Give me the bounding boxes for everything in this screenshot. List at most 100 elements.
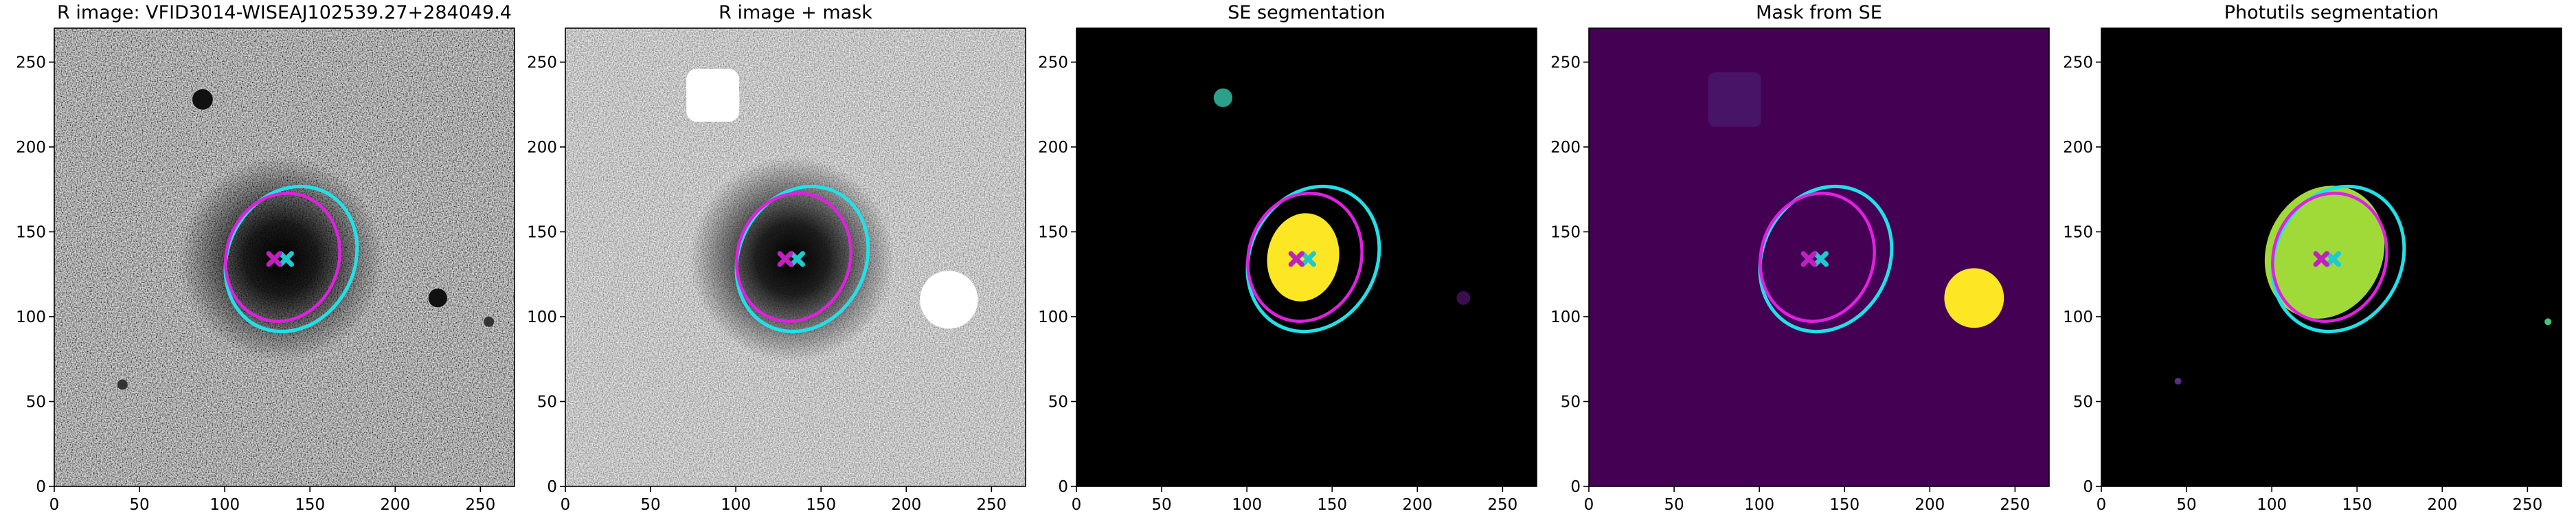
ellipse-fit xyxy=(1759,192,1876,323)
panel: Mask from SE 0 50 100 150 200 250 0 50 100 150 200 2… xyxy=(1550,2,2050,514)
ellipse-fit xyxy=(1758,184,1894,334)
y-tick-label: 200 xyxy=(527,139,557,157)
y-tick-label: 0 xyxy=(547,478,557,496)
y-tick-label: 200 xyxy=(1038,139,1068,157)
x-tick-label: 50 xyxy=(640,496,660,514)
segment xyxy=(1267,213,1340,302)
y-tick-label: 250 xyxy=(16,54,46,71)
y-tick-label: 100 xyxy=(527,308,557,326)
center-marker xyxy=(266,251,282,267)
x-tick-label: 150 xyxy=(806,496,836,514)
x-tick-label: 0 xyxy=(2097,496,2107,514)
x-tick-label: 200 xyxy=(1914,496,1945,514)
x-tick-label: 150 xyxy=(2342,496,2372,514)
y-tick-label: 200 xyxy=(2063,139,2093,157)
y-tick-label: 250 xyxy=(527,54,557,71)
x-tick-label: 250 xyxy=(465,496,495,514)
axes-frame xyxy=(565,27,1026,487)
y-tick-label: 150 xyxy=(1038,223,1068,241)
x-tick-label: 100 xyxy=(721,496,751,514)
mask-region xyxy=(920,271,978,329)
center-marker xyxy=(1800,251,1817,267)
mask-region xyxy=(1944,268,2004,328)
axes-frame xyxy=(1076,27,1537,487)
ellipse-fit xyxy=(223,184,359,334)
center-marker xyxy=(1300,251,1316,267)
y-tick-label: 200 xyxy=(1550,139,1581,157)
x-tick-label: 200 xyxy=(891,496,921,514)
x-tick-label: 100 xyxy=(1744,496,1774,514)
ellipse-fit xyxy=(2270,184,2406,334)
panel-title: Photutils segmentation xyxy=(2224,2,2439,23)
y-tick-label: 100 xyxy=(1550,308,1581,326)
axes-frame xyxy=(54,27,515,487)
x-tick-label: 0 xyxy=(1072,496,1082,514)
x-tick-label: 200 xyxy=(380,496,410,514)
x-tick-label: 100 xyxy=(1232,496,1262,514)
panel-title: SE segmentation xyxy=(1228,2,1385,23)
ellipse-fit xyxy=(1246,192,1364,323)
center-marker xyxy=(2325,251,2341,267)
x-tick-label: 0 xyxy=(561,496,571,514)
center-marker xyxy=(777,251,793,267)
image xyxy=(1589,28,2049,486)
x-tick-label: 100 xyxy=(210,496,240,514)
image xyxy=(2101,28,2562,486)
mask-region xyxy=(686,69,740,122)
center-marker xyxy=(1288,251,1304,267)
center-marker xyxy=(1812,251,1829,267)
ellipse-fit xyxy=(2271,192,2388,323)
x-tick-label: 50 xyxy=(1664,496,1684,514)
image xyxy=(1076,28,1537,486)
y-tick-label: 250 xyxy=(1038,54,1068,71)
panel: R image + mask 0 50 100 150 200 250 0 50 100 150 20… xyxy=(527,2,1026,514)
mask-region xyxy=(1708,72,1761,127)
x-tick-label: 50 xyxy=(1151,496,1171,514)
x-tick-label: 150 xyxy=(1317,496,1347,514)
y-tick-label: 250 xyxy=(1550,54,1581,71)
y-tick-label: 0 xyxy=(1058,478,1068,496)
star xyxy=(428,289,447,308)
y-tick-label: 100 xyxy=(1038,308,1068,326)
y-tick-label: 150 xyxy=(16,223,46,241)
ellipse-fit xyxy=(734,184,870,334)
panel-title: R image: VFID3014-WISEAJ102539.27+284049… xyxy=(57,2,512,23)
x-tick-label: 150 xyxy=(295,496,325,514)
y-tick-label: 50 xyxy=(1561,393,1581,411)
panel: SE segmentation 0 50 100 150 200 250 0 50 100 150 2… xyxy=(1038,2,1537,514)
ellipse-fit xyxy=(1245,184,1381,334)
y-tick-label: 50 xyxy=(2073,393,2093,411)
x-tick-label: 250 xyxy=(976,496,1006,514)
center-marker xyxy=(278,251,294,267)
x-tick-label: 50 xyxy=(2176,496,2196,514)
star xyxy=(192,89,213,110)
image xyxy=(54,28,515,486)
y-tick-label: 50 xyxy=(537,393,557,411)
star xyxy=(484,316,495,327)
y-tick-label: 0 xyxy=(2083,478,2093,496)
y-tick-label: 200 xyxy=(16,139,46,157)
panel: R image: VFID3014-WISEAJ102539.27+284049… xyxy=(16,2,515,514)
x-tick-label: 50 xyxy=(129,496,149,514)
center-marker xyxy=(2313,251,2329,267)
segment xyxy=(1456,291,1471,305)
y-tick-label: 100 xyxy=(2063,308,2093,326)
ellipse-fit xyxy=(735,192,852,323)
x-tick-label: 0 xyxy=(1584,496,1594,514)
star xyxy=(117,379,128,390)
panel-title: Mask from SE xyxy=(1756,2,1882,23)
x-tick-label: 250 xyxy=(2512,496,2542,514)
y-tick-label: 100 xyxy=(16,308,46,326)
panel-title: R image + mask xyxy=(719,2,872,23)
image xyxy=(565,28,1026,486)
y-tick-label: 50 xyxy=(26,393,46,411)
center-marker xyxy=(789,251,805,267)
y-tick-label: 150 xyxy=(2063,223,2093,241)
x-tick-label: 150 xyxy=(1829,496,1860,514)
x-tick-label: 250 xyxy=(1487,496,1517,514)
segment xyxy=(2544,318,2552,326)
panel: Photutils segmentation 0 50 100 150 200 250 0 50… xyxy=(2063,2,2562,514)
x-tick-label: 200 xyxy=(2427,496,2457,514)
axes-frame xyxy=(2101,27,2562,487)
